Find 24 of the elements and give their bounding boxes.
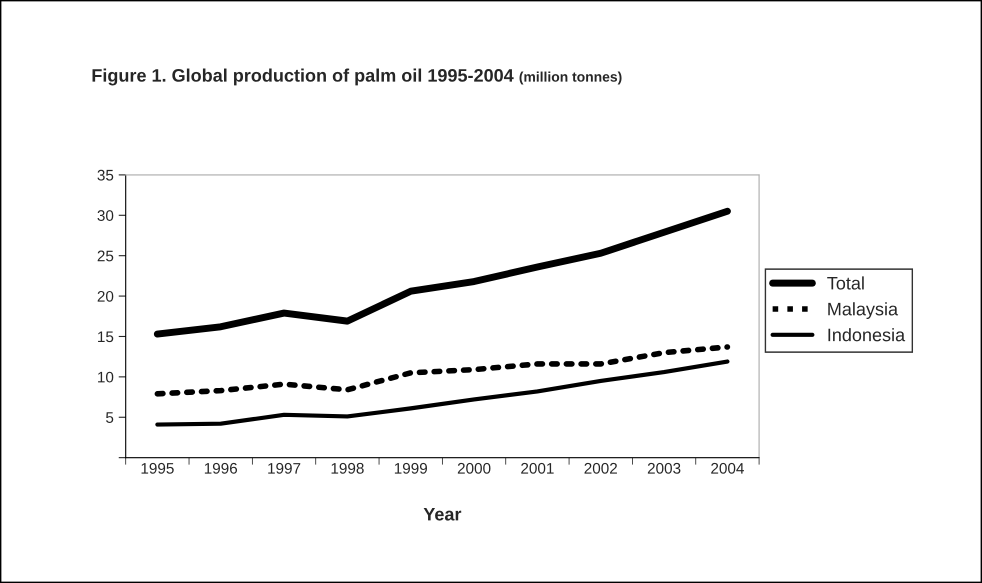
x-axis-title: Year — [424, 508, 462, 521]
x-tick-label: 1995 — [142, 462, 174, 474]
x-tick-label: 1997 — [268, 462, 300, 474]
y-tick-label: 35 — [97, 170, 114, 181]
x-tick-label: 1998 — [332, 462, 364, 474]
y-tick-label: 30 — [97, 210, 114, 221]
x-tick-label: 1996 — [204, 462, 238, 474]
x-tick-label: 2002 — [584, 462, 617, 474]
x-tick-label: 2001 — [521, 462, 554, 474]
chart-title: Figure 1. Global production of palm oil 1995-2004 — [92, 68, 514, 86]
legend-label: Indonesia — [828, 328, 906, 342]
y-tick-label: 20 — [98, 290, 114, 302]
legend-label: Total — [827, 276, 864, 290]
legend-label: Malaysia — [828, 302, 898, 320]
chart-subtitle: (million tonnes) — [520, 72, 622, 84]
y-tick-label: 5 — [106, 412, 114, 423]
line-series — [155, 359, 730, 427]
y-tick-label: 25 — [98, 250, 114, 262]
x-tick-label: 2003 — [648, 462, 680, 474]
x-tick-label: 1999 — [394, 462, 427, 474]
x-tick-label: 2000 — [458, 462, 490, 474]
y-tick-label: 10 — [98, 372, 114, 383]
y-tick-label: 15 — [98, 332, 114, 342]
x-tick-label: 2004 — [711, 462, 744, 474]
